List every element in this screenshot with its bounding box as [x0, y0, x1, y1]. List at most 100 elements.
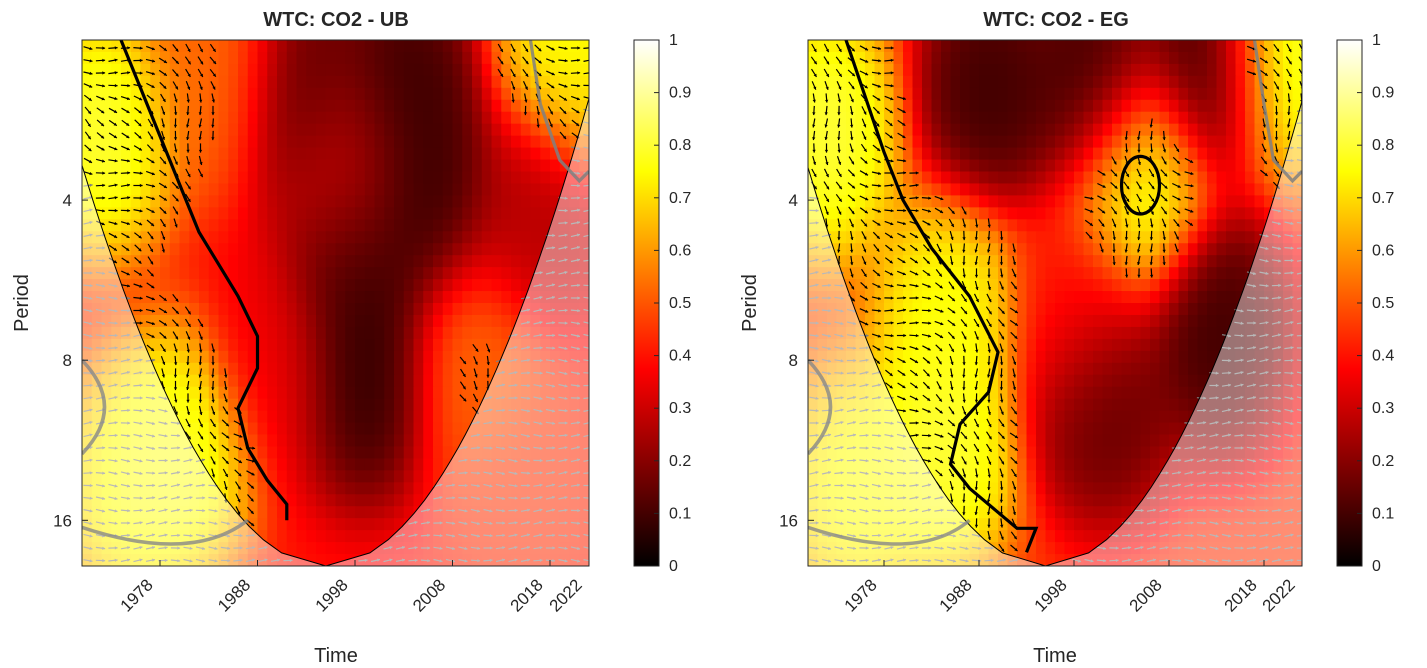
heatmap-cell [1254, 195, 1265, 208]
heatmap-cell [1093, 87, 1104, 101]
heatmap-cell [364, 303, 376, 316]
heatmap-cell [1112, 303, 1123, 316]
heatmap-cell [364, 362, 376, 376]
phase-arrow [520, 508, 531, 512]
heatmap-cell [306, 159, 317, 173]
heatmap-cell [540, 314, 551, 328]
heatmap-cell [433, 530, 444, 543]
heatmap-cell [1112, 123, 1123, 137]
heatmap-cell [501, 303, 512, 316]
phase-arrow [185, 43, 191, 53]
heatmap-cell [472, 362, 483, 376]
heatmap-cell [1064, 434, 1075, 448]
heatmap-cell [1121, 326, 1132, 340]
heatmap-cell [1045, 243, 1056, 256]
heatmap-cell [1159, 398, 1170, 412]
heatmap-cell [1026, 255, 1037, 268]
heatmap-cell [247, 183, 259, 196]
heatmap-cell [931, 362, 942, 376]
heatmap-cell [111, 410, 122, 424]
phase-arrow [185, 80, 191, 91]
heatmap-cell [82, 87, 93, 101]
x-tick-label: 2018 [507, 575, 547, 615]
heatmap-cell [1055, 123, 1066, 137]
heatmap-cell [82, 75, 93, 89]
heatmap-cell [403, 422, 415, 436]
phase-arrow [108, 132, 118, 139]
phase-arrow [108, 271, 118, 275]
heatmap-cell [550, 267, 561, 280]
heatmap-cell [1093, 279, 1104, 292]
heatmap-cell [827, 135, 838, 149]
phase-arrow [120, 383, 131, 388]
heatmap-cell [1178, 99, 1189, 113]
heatmap-cell [893, 207, 904, 220]
heatmap-cell [1264, 183, 1275, 196]
heatmap-cell [286, 314, 298, 328]
heatmap-cell [1226, 147, 1237, 161]
heatmap-cell [423, 434, 434, 448]
heatmap-cell [550, 446, 561, 459]
heatmap-cell [481, 231, 493, 244]
heatmap-cell [160, 458, 171, 471]
heatmap-cell [1188, 386, 1199, 400]
phase-arrow [470, 496, 481, 500]
heatmap-cell [1064, 314, 1075, 328]
heatmap-cell [462, 279, 473, 292]
heatmap-cell [1207, 207, 1218, 220]
heatmap-cell [247, 362, 259, 376]
phase-arrow [183, 534, 193, 538]
heatmap-cell [140, 422, 151, 436]
heatmap-cell [423, 446, 434, 459]
heatmap-cell [931, 111, 942, 125]
heatmap-cell [491, 554, 502, 566]
heatmap-cell [433, 63, 444, 77]
heatmap-cell [364, 338, 376, 352]
phase-arrow [160, 106, 166, 115]
heatmap-cell [306, 506, 317, 519]
heatmap-cell [998, 111, 1009, 125]
phase-arrow [221, 444, 230, 452]
heatmap-cell [569, 506, 580, 519]
heatmap-cell [403, 147, 415, 161]
heatmap-cell [277, 99, 288, 113]
heatmap-cell [979, 111, 990, 125]
phase-arrow [558, 371, 568, 376]
heatmap-cell [189, 374, 200, 388]
heatmap-cell [247, 386, 259, 400]
heatmap-cell [423, 410, 434, 424]
heatmap-cell [1102, 291, 1113, 304]
phase-arrow [83, 533, 93, 538]
heatmap-cell [257, 183, 268, 196]
heatmap-cell [941, 291, 952, 304]
heatmap-cell [1245, 207, 1256, 220]
phase-arrow [558, 334, 568, 338]
heatmap-cell [1245, 159, 1256, 173]
heatmap-cell [559, 195, 571, 208]
heatmap-cell [559, 470, 571, 483]
phase-arrow [533, 496, 543, 500]
heatmap-cell [394, 40, 405, 53]
heatmap-cell [160, 51, 171, 65]
heatmap-cell [893, 243, 904, 256]
phase-arrow [108, 358, 118, 362]
heatmap-cell [836, 159, 847, 173]
heatmap-cell [511, 135, 522, 149]
heatmap-cell [1083, 434, 1094, 448]
heatmap-cell [1159, 386, 1170, 400]
heatmap-cell [1283, 63, 1294, 77]
heatmap-cell [540, 494, 551, 507]
heatmap-cell [1007, 243, 1018, 256]
heatmap-cell [306, 135, 317, 149]
heatmap-cell [267, 87, 278, 101]
heatmap-cell [1102, 374, 1113, 388]
phase-arrow [121, 145, 130, 151]
phase-arrow [209, 56, 217, 65]
heatmap-cell [277, 279, 288, 292]
heatmap-cell [1074, 279, 1085, 292]
heatmap-cell [423, 386, 434, 400]
heatmap-cell [247, 75, 259, 89]
heatmap-cell [874, 326, 885, 340]
heatmap-cell [335, 326, 346, 340]
phase-arrow [545, 421, 556, 425]
